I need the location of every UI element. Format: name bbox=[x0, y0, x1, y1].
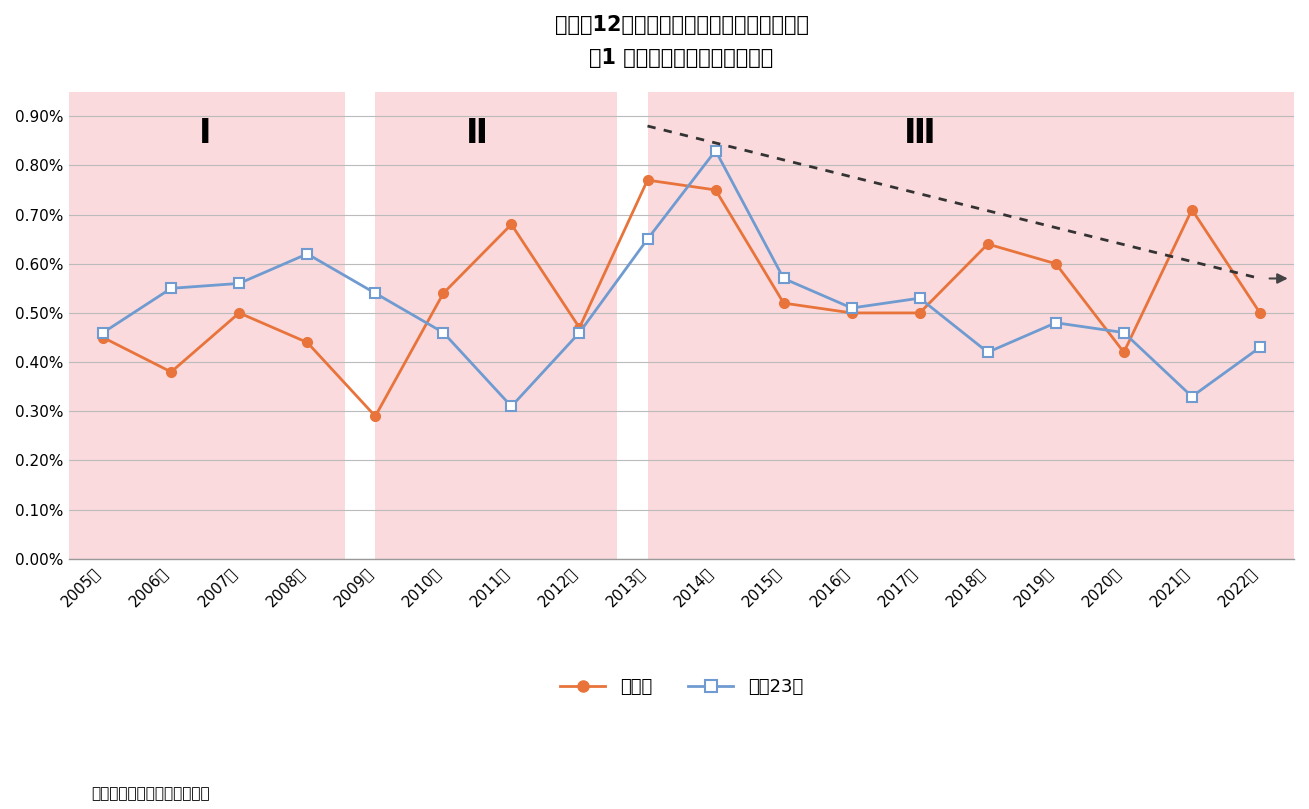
関西圏 bbox=[368, 411, 384, 421]
関西圏 bbox=[572, 323, 588, 332]
関西圏 bbox=[1185, 205, 1200, 214]
関西圏 bbox=[300, 337, 315, 347]
関西圏 bbox=[232, 308, 247, 318]
Text: Ⅱ: Ⅱ bbox=[466, 116, 488, 150]
東京23区 bbox=[980, 347, 996, 357]
関西圏 bbox=[708, 185, 724, 195]
東京23区 bbox=[1117, 328, 1132, 337]
関西圏 bbox=[1049, 259, 1064, 269]
Line: 東京23区: 東京23区 bbox=[98, 146, 1264, 411]
東京23区 bbox=[1253, 342, 1268, 352]
東京23区 bbox=[232, 278, 247, 288]
Title: 図表－12　「住居の専有面積」の回帰係数
（1 ㎡増加あたりの価格変化）: 図表－12 「住居の専有面積」の回帰係数 （1 ㎡増加あたりの価格変化） bbox=[555, 15, 809, 68]
関西圏 bbox=[640, 176, 656, 185]
東京23区 bbox=[96, 328, 111, 337]
東京23区 bbox=[912, 294, 928, 303]
関西圏 bbox=[1253, 308, 1268, 318]
東京23区 bbox=[436, 328, 452, 337]
東京23区 bbox=[844, 303, 860, 313]
東京23区 bbox=[776, 273, 792, 283]
東京23区 bbox=[504, 401, 520, 411]
東京23区 bbox=[368, 288, 384, 298]
関西圏 bbox=[776, 299, 792, 308]
関西圏 bbox=[96, 332, 111, 342]
関西圏 bbox=[436, 288, 452, 298]
Text: Ⅲ: Ⅲ bbox=[903, 116, 936, 150]
Text: （出所）ニッセイ基礎研究所: （出所）ニッセイ基礎研究所 bbox=[92, 786, 211, 801]
東京23区 bbox=[572, 328, 588, 337]
関西圏 bbox=[912, 308, 928, 318]
Legend: 関西圏, 東京23区: 関西圏, 東京23区 bbox=[552, 671, 810, 703]
関西圏 bbox=[504, 219, 520, 229]
東京23区 bbox=[300, 249, 315, 259]
東京23区 bbox=[164, 283, 179, 293]
Bar bbox=[617, 91, 648, 559]
関西圏 bbox=[844, 308, 860, 318]
関西圏 bbox=[1117, 347, 1132, 357]
Text: Ⅰ: Ⅰ bbox=[199, 116, 212, 150]
東京23区 bbox=[1185, 392, 1200, 401]
東京23区 bbox=[640, 235, 656, 244]
東京23区 bbox=[1049, 318, 1064, 328]
Bar bbox=[344, 91, 376, 559]
関西圏 bbox=[980, 239, 996, 249]
関西圏 bbox=[164, 367, 179, 377]
Line: 関西圏: 関西圏 bbox=[98, 176, 1264, 421]
東京23区 bbox=[708, 146, 724, 155]
